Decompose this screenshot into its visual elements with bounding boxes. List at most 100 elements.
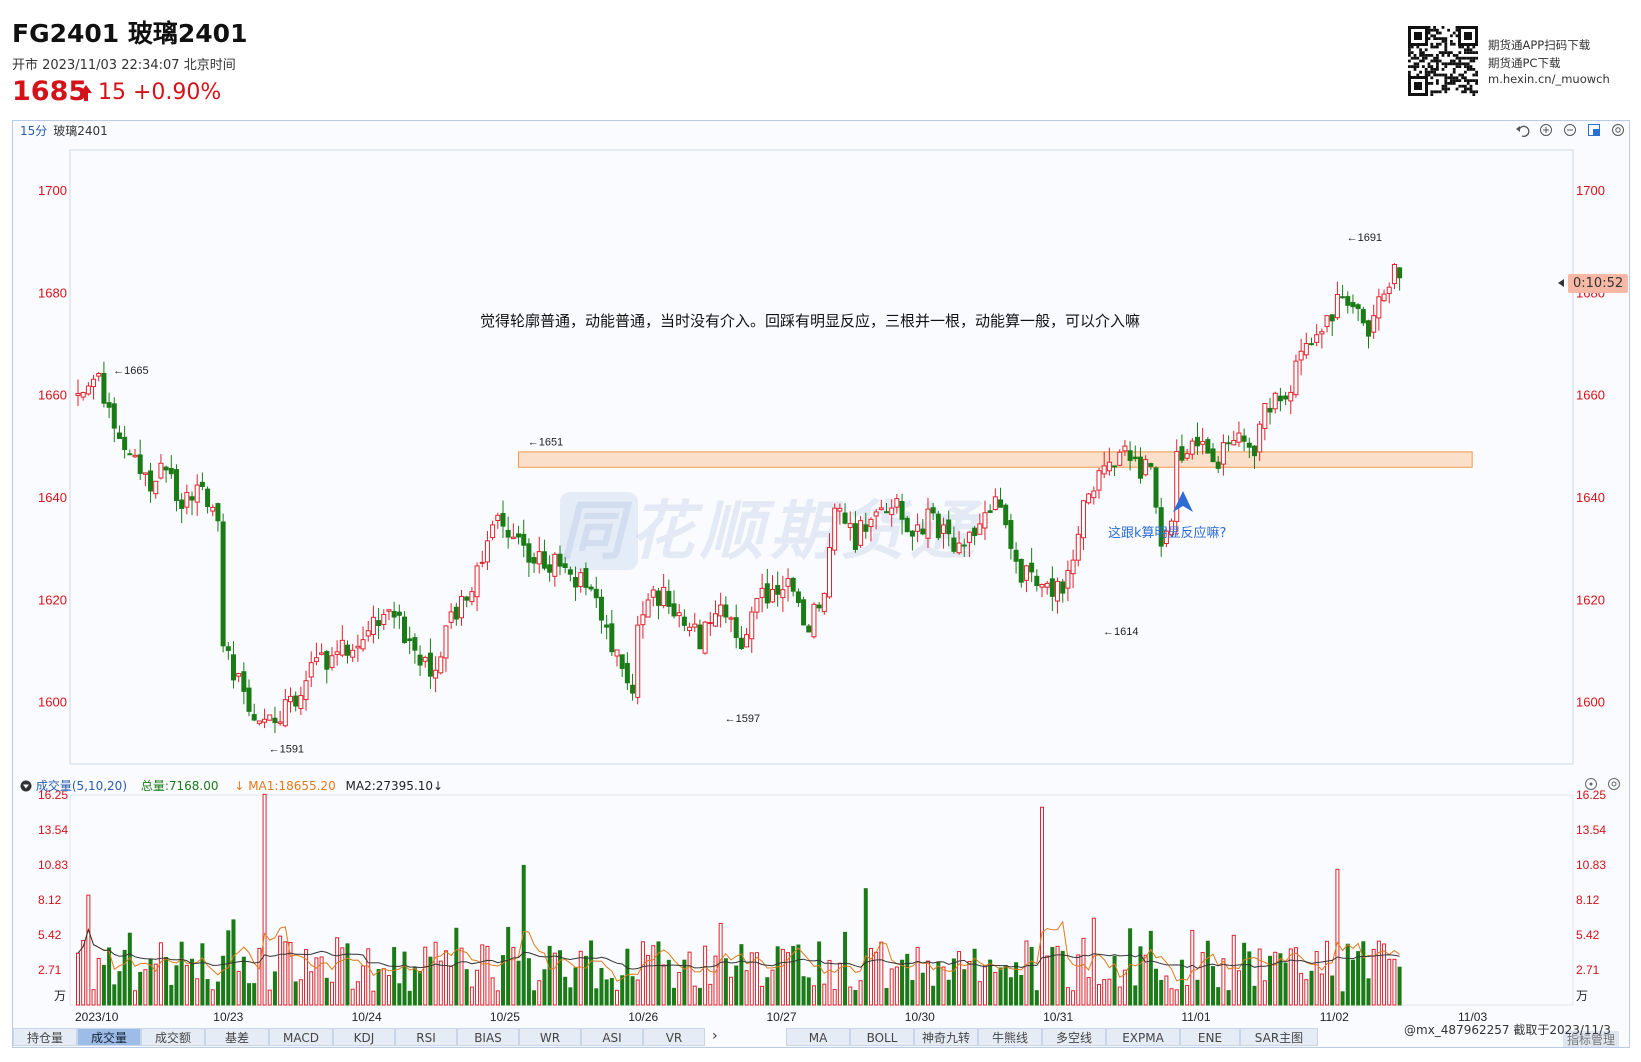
candle-body <box>85 385 91 395</box>
tab-2-tabsLeft[interactable]: 成交额 <box>141 1028 205 1046</box>
y-tick-left: 1660 <box>38 388 67 403</box>
candle-body <box>655 590 661 606</box>
zoom-out-icon[interactable] <box>1564 124 1576 136</box>
volume-bar <box>205 979 210 1006</box>
tab-5-tabsRight[interactable]: EXPMA <box>1106 1028 1180 1046</box>
tab-4-tabsRight[interactable]: 多空线 <box>1042 1028 1106 1046</box>
candle-body <box>697 624 703 650</box>
volume-bar <box>96 957 101 1006</box>
volume-bar <box>692 985 697 1006</box>
candle-body <box>158 462 164 479</box>
volume-bar <box>107 947 112 1006</box>
volume-bar <box>646 954 651 1006</box>
candle-body <box>474 565 480 598</box>
candle-body <box>101 372 107 404</box>
y-tick-right: 1640 <box>1576 490 1605 505</box>
candle-body <box>137 454 143 474</box>
volume-bar <box>573 967 578 1006</box>
y-tick-left: 1700 <box>38 183 67 198</box>
candle-body <box>1060 581 1066 594</box>
candle-body <box>1215 461 1221 469</box>
volume-bar <box>1076 954 1081 1006</box>
settings-icon[interactable] <box>1608 778 1620 790</box>
volume-bar <box>221 955 226 1006</box>
candle-body <box>1106 461 1112 472</box>
candle-body <box>868 518 874 528</box>
candle-body <box>479 561 485 564</box>
candle-body <box>106 402 112 408</box>
candle-body <box>262 718 268 723</box>
tab-1-tabsLeft[interactable]: 成交量 <box>77 1028 141 1046</box>
period-label[interactable]: 15分 <box>20 124 48 138</box>
volume-bar <box>76 952 80 1006</box>
candle-body <box>842 512 848 524</box>
undo-icon[interactable] <box>1516 125 1530 137</box>
volume-bar <box>1216 987 1221 1006</box>
volume-bar <box>542 969 547 1006</box>
tab-0-tabsLeft[interactable]: 持仓量 <box>13 1028 77 1046</box>
zoom-in-icon[interactable] <box>1540 124 1552 136</box>
candle-body <box>593 588 599 599</box>
volume-bar <box>568 987 573 1006</box>
candle-body <box>557 553 563 567</box>
candle-body <box>847 523 853 528</box>
tab-4-tabsLeft[interactable]: MACD <box>269 1028 333 1046</box>
market-status: 开市 2023/11/03 22:34:07 北京时间 <box>12 58 236 73</box>
tab-3-tabsLeft[interactable]: 基差 <box>205 1028 269 1046</box>
volume-bar <box>900 959 905 1006</box>
info-icon[interactable] <box>1585 778 1597 790</box>
candle-body <box>1303 343 1309 356</box>
volume-bar <box>164 956 169 1006</box>
volume-bar <box>1014 962 1019 1006</box>
y-tick-left: 1600 <box>38 695 67 710</box>
volume-bar <box>1340 991 1345 1006</box>
tab-10-tabsLeft[interactable]: VR <box>643 1028 705 1046</box>
candle-body <box>1153 467 1159 508</box>
collapse-icon[interactable] <box>20 780 32 792</box>
tab-9-tabsLeft[interactable]: ASI <box>581 1028 643 1046</box>
candle-body <box>1220 442 1226 465</box>
volume-bar <box>832 989 837 1006</box>
tab-5-tabsLeft[interactable]: KDJ <box>333 1028 395 1046</box>
candle-body <box>573 577 579 588</box>
volume-bar <box>770 969 775 1006</box>
volume-ma-line-1 <box>77 920 1400 982</box>
tab-2-tabsRight[interactable]: 神奇九转 <box>914 1028 978 1046</box>
candle-body <box>1298 350 1304 361</box>
volume-area <box>69 794 1574 1006</box>
volume-title: 成交量(5,10,20) <box>35 779 127 793</box>
tab-8-tabsLeft[interactable]: WR <box>519 1028 581 1046</box>
candle-body <box>1080 500 1086 539</box>
volume-bar <box>1231 934 1236 1006</box>
tab-7-tabsRight[interactable]: SAR主图 <box>1240 1028 1318 1046</box>
candle-body <box>1205 439 1211 454</box>
volume-bar <box>516 960 521 1006</box>
tab-3-tabsRight[interactable]: 牛熊线 <box>978 1028 1042 1046</box>
volume-bar <box>335 937 340 1006</box>
tab-1-tabsRight[interactable]: BOLL <box>850 1028 914 1046</box>
candle-body <box>308 662 314 678</box>
candle-body <box>1360 309 1366 324</box>
volume-bar <box>127 932 132 1006</box>
candle-body <box>505 529 511 538</box>
tab-6-tabsLeft[interactable]: RSI <box>395 1028 457 1046</box>
volume-bar <box>1174 989 1179 1006</box>
candle-body <box>889 507 895 516</box>
tabs-next-icon[interactable]: › <box>712 1028 718 1044</box>
volume-bar <box>1226 990 1231 1006</box>
tab-7-tabsLeft[interactable]: BIAS <box>457 1028 519 1046</box>
settings-icon[interactable] <box>1612 124 1624 136</box>
fullscreen-icon[interactable] <box>1588 124 1601 137</box>
candle-body <box>1132 456 1138 460</box>
tab-6-tabsRight[interactable]: ENE <box>1180 1028 1240 1046</box>
volume-bar <box>739 944 744 1006</box>
volume-bar <box>376 969 381 1006</box>
indicator-manage-button[interactable]: 指标管理 <box>1563 1031 1620 1047</box>
candle-body <box>795 591 801 603</box>
vol-tick-right: 8.12 <box>1576 893 1600 907</box>
volume-bar <box>1268 955 1273 1006</box>
volume-tools <box>1585 778 1620 790</box>
tab-0-tabsRight[interactable]: MA <box>786 1028 850 1046</box>
candle-body <box>992 496 998 510</box>
